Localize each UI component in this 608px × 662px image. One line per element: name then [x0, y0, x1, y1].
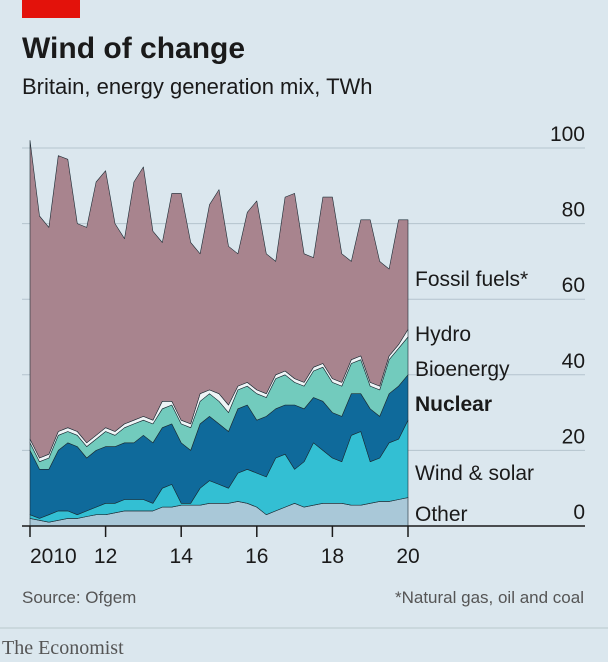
y-tick-label: 80: [562, 199, 585, 222]
series-label: Wind & solar: [415, 462, 534, 485]
brand: The Economist: [2, 637, 124, 659]
series-label: Other: [415, 503, 468, 526]
x-tick-label: 14: [170, 545, 194, 568]
footnote: *Natural gas, oil and coal: [395, 588, 584, 607]
series-label: Bioenergy: [415, 358, 510, 381]
y-tick-label: 60: [562, 274, 585, 297]
x-tick-label: 2010: [30, 545, 77, 568]
y-tick-label: 20: [562, 425, 585, 448]
area: [29, 140, 409, 459]
y-tick-label: 100: [550, 123, 585, 146]
source: Source: Ofgem: [22, 588, 136, 607]
series-label: Nuclear: [415, 393, 492, 416]
brand-bar: [22, 0, 80, 18]
chart-subtitle: Britain, energy generation mix, TWh: [22, 74, 373, 99]
chart-title: Wind of change: [22, 32, 245, 65]
x-tick-label: 20: [396, 545, 419, 568]
x-tick-label: 18: [321, 545, 344, 568]
x-tick-label: 16: [245, 545, 268, 568]
series-label: Hydro: [415, 323, 471, 346]
y-tick-label: 0: [573, 501, 585, 524]
series-label: Fossil fuels*: [415, 268, 528, 291]
x-tick-label: 12: [94, 545, 117, 568]
y-tick-label: 40: [562, 350, 585, 373]
